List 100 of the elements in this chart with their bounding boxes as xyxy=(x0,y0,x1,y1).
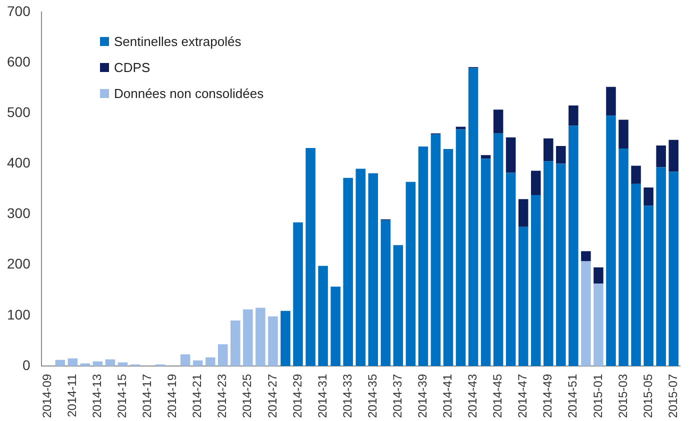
bar xyxy=(468,68,478,366)
bar xyxy=(280,310,290,366)
x-tick-label: 2014-11 xyxy=(64,374,79,418)
bar xyxy=(480,158,491,366)
bar xyxy=(668,140,678,172)
x-tick-label: 2014-21 xyxy=(190,374,204,418)
bar xyxy=(268,316,278,366)
bar xyxy=(192,360,203,366)
legend-label: Données non consolidées xyxy=(114,86,264,100)
bar xyxy=(118,362,128,366)
y-tick-label: 100 xyxy=(7,306,31,322)
bar xyxy=(606,86,616,116)
bar xyxy=(631,184,641,366)
x-tick-label: 2014-29 xyxy=(290,374,304,418)
bar xyxy=(343,178,353,366)
bar xyxy=(456,126,466,130)
bar xyxy=(581,251,591,262)
y-tick-label: 700 xyxy=(7,2,31,19)
y-tick-label: 200 xyxy=(7,256,31,272)
x-tick-label: 2014-39 xyxy=(416,374,430,418)
bar xyxy=(568,126,578,366)
bar xyxy=(393,245,404,366)
x-tick-label: 2014-51 xyxy=(566,374,580,418)
legend-label: CDPS xyxy=(114,60,150,74)
bar xyxy=(418,146,428,366)
bar xyxy=(644,206,654,366)
x-tick-label: 2014-13 xyxy=(90,374,104,418)
bar xyxy=(430,134,441,366)
bar xyxy=(544,138,554,162)
y-tick-label: 0 xyxy=(22,356,31,373)
x-tick-label: 2015-05 xyxy=(640,374,655,418)
bar xyxy=(256,308,266,366)
x-tick-label: 2014-19 xyxy=(165,374,180,418)
bar xyxy=(606,116,616,366)
x-tick-label: 2014-17 xyxy=(140,374,154,418)
x-tick-label: 2014-25 xyxy=(240,374,254,418)
bar xyxy=(556,146,566,164)
bar xyxy=(594,267,604,284)
bar xyxy=(618,120,628,149)
bar xyxy=(180,354,190,366)
bar xyxy=(518,199,528,227)
bar xyxy=(493,110,504,134)
x-tick-label: 2014-27 xyxy=(265,374,280,418)
bar xyxy=(330,286,340,366)
bar xyxy=(306,148,316,366)
x-tick-label: 2014-23 xyxy=(215,374,230,418)
bar xyxy=(656,145,666,168)
bar xyxy=(368,173,378,366)
bar xyxy=(480,155,491,159)
x-tick-label: 2014-09 xyxy=(40,374,54,418)
bar xyxy=(380,220,391,366)
x-tick-label: 2014-33 xyxy=(340,374,354,418)
bar xyxy=(668,172,678,366)
bar xyxy=(530,195,541,366)
bar xyxy=(243,309,253,366)
y-tick-label: 300 xyxy=(7,205,31,222)
x-tick-label: 2014-15 xyxy=(115,374,130,418)
bar xyxy=(594,284,604,366)
x-tick-label: 2015-01 xyxy=(590,374,605,418)
y-tick-label: 600 xyxy=(7,53,31,70)
bar xyxy=(568,106,578,126)
bar xyxy=(230,320,240,366)
bar xyxy=(631,166,641,184)
bar xyxy=(443,149,454,366)
bar xyxy=(356,168,366,366)
x-tick-label: 2015-07 xyxy=(666,374,680,418)
bar xyxy=(293,222,303,366)
bar xyxy=(544,161,554,366)
bar xyxy=(55,360,66,366)
bar xyxy=(556,164,566,366)
x-tick-label: 2014-41 xyxy=(440,374,455,418)
bar xyxy=(644,187,654,206)
bar xyxy=(92,361,103,366)
bar xyxy=(493,133,504,366)
bar xyxy=(456,129,466,366)
x-tick-label: 2014-37 xyxy=(390,374,404,418)
x-tick-label: 2014-43 xyxy=(466,374,480,418)
bar xyxy=(581,261,591,366)
bar xyxy=(506,137,516,173)
x-tick-label: 2014-47 xyxy=(516,374,530,418)
x-tick-label: 2014-45 xyxy=(490,374,505,418)
legend-label: Sentinelles extrapolés xyxy=(114,34,242,48)
bar xyxy=(506,172,516,366)
bar xyxy=(205,357,216,366)
bar xyxy=(105,359,116,366)
bar xyxy=(406,182,416,366)
x-tick-label: 2015-03 xyxy=(616,374,630,418)
bar xyxy=(518,226,528,366)
bar xyxy=(656,167,666,366)
bar xyxy=(618,148,628,366)
bar xyxy=(318,266,328,366)
bar xyxy=(530,170,541,196)
bar xyxy=(68,358,78,366)
x-tick-label: 2014-31 xyxy=(315,374,330,418)
y-tick-label: 400 xyxy=(7,154,31,171)
y-tick-label: 500 xyxy=(7,104,31,120)
x-tick-label: 2014-35 xyxy=(365,374,380,418)
bar xyxy=(218,344,228,366)
x-tick-label: 2014-49 xyxy=(540,374,555,418)
bar xyxy=(80,363,90,366)
